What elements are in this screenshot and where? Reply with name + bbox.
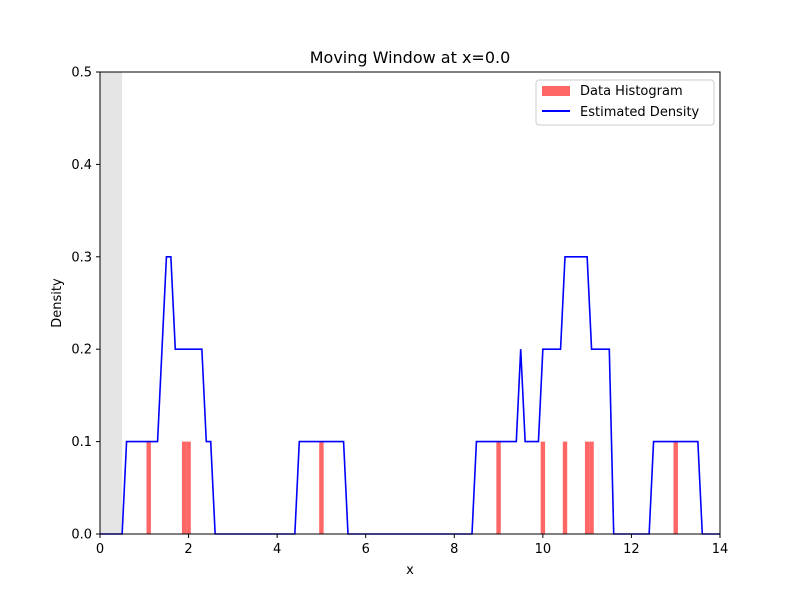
histogram-bar — [584, 441, 590, 534]
legend-label-density: Estimated Density — [580, 105, 700, 120]
legend: Data Histogram Estimated Density — [535, 79, 715, 126]
x-tick-label: 2 — [184, 542, 192, 557]
moving-window-shade — [100, 72, 123, 534]
x-tick-label: 4 — [273, 542, 281, 557]
legend-label-histogram: Data Histogram — [580, 84, 683, 99]
plot-area — [100, 72, 720, 535]
histogram-bar — [496, 441, 501, 534]
density-line — [100, 255, 720, 535]
histogram-bar — [181, 441, 187, 534]
y-tick-label: 0.5 — [71, 66, 92, 81]
x-tick-label: 6 — [362, 542, 370, 557]
histogram-bar — [540, 441, 546, 534]
x-axis-label: x — [406, 563, 414, 578]
y-tick-label: 0.3 — [71, 250, 92, 265]
histogram-bar — [146, 441, 151, 534]
x-tick-label: 0 — [96, 542, 104, 557]
y-tick-label: 0.4 — [71, 158, 92, 173]
y-tick-label: 0.0 — [71, 528, 92, 543]
histogram-bar — [562, 441, 568, 534]
axis-ticks: 0 2 4 6 8 10 12 14 0.0 0.1 0.2 0.3 0.4 0.5 — [71, 66, 728, 558]
histogram-bar — [319, 441, 324, 534]
x-tick-label: 14 — [712, 542, 729, 557]
chart-title: Moving Window at x=0.0 — [310, 48, 511, 67]
legend-swatch-histogram — [542, 86, 570, 96]
legend-box — [535, 79, 715, 126]
y-axis-label: Density — [50, 278, 65, 328]
axes-frame — [99, 71, 721, 535]
histogram-bar — [589, 441, 594, 534]
x-tick-label: 8 — [450, 542, 458, 557]
histogram-bar — [186, 441, 191, 534]
x-tick-label: 10 — [535, 542, 552, 557]
histogram-bar — [673, 441, 678, 534]
y-tick-label: 0.2 — [71, 343, 92, 358]
x-tick-label: 12 — [623, 542, 640, 557]
y-tick-label: 0.1 — [71, 435, 92, 450]
